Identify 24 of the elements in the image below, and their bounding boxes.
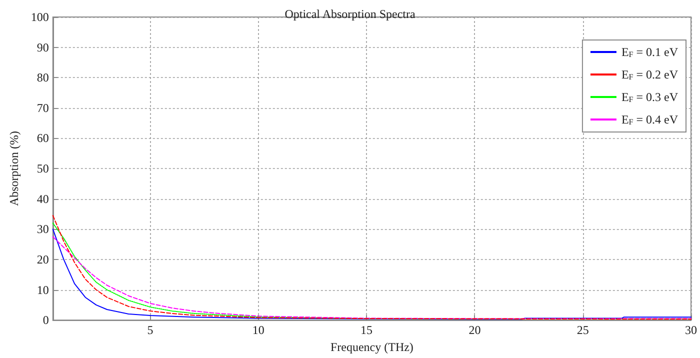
y-tick-label: 80 <box>36 70 49 85</box>
x-tick-label: 10 <box>252 323 264 338</box>
legend-label: EF = 0.2 eV <box>621 68 678 82</box>
y-tick-label: 40 <box>36 192 49 206</box>
y-tick-label: 10 <box>36 282 49 297</box>
legend-label: EF = 0.4 eV <box>621 112 678 126</box>
x-tick-label: 30 <box>685 323 697 338</box>
y-tick-label: 70 <box>36 100 49 115</box>
y-tick-label: 50 <box>36 162 49 176</box>
x-tick-label: 15 <box>360 323 373 338</box>
legend-label: EF = 0.1 eV <box>621 45 678 59</box>
y-tick-label: 30 <box>36 222 49 236</box>
y-tick-label: 20 <box>36 252 49 266</box>
y-axis-title: Absorption (%) <box>7 131 21 206</box>
y-tick-label: 0 <box>42 313 49 328</box>
legend-label: EF = 0.3 eV <box>621 90 678 104</box>
x-axis-title: Frequency (THz) <box>330 340 414 354</box>
y-tick-label: 100 <box>30 10 49 24</box>
x-tick-label: 25 <box>576 323 589 338</box>
y-tick-label: 60 <box>36 131 49 146</box>
x-tick-label: 20 <box>468 323 481 338</box>
y-tick-label: 90 <box>36 40 49 54</box>
x-tick-label: 5 <box>147 323 154 338</box>
chart-title: Optical Absorption Spectra <box>284 7 416 21</box>
